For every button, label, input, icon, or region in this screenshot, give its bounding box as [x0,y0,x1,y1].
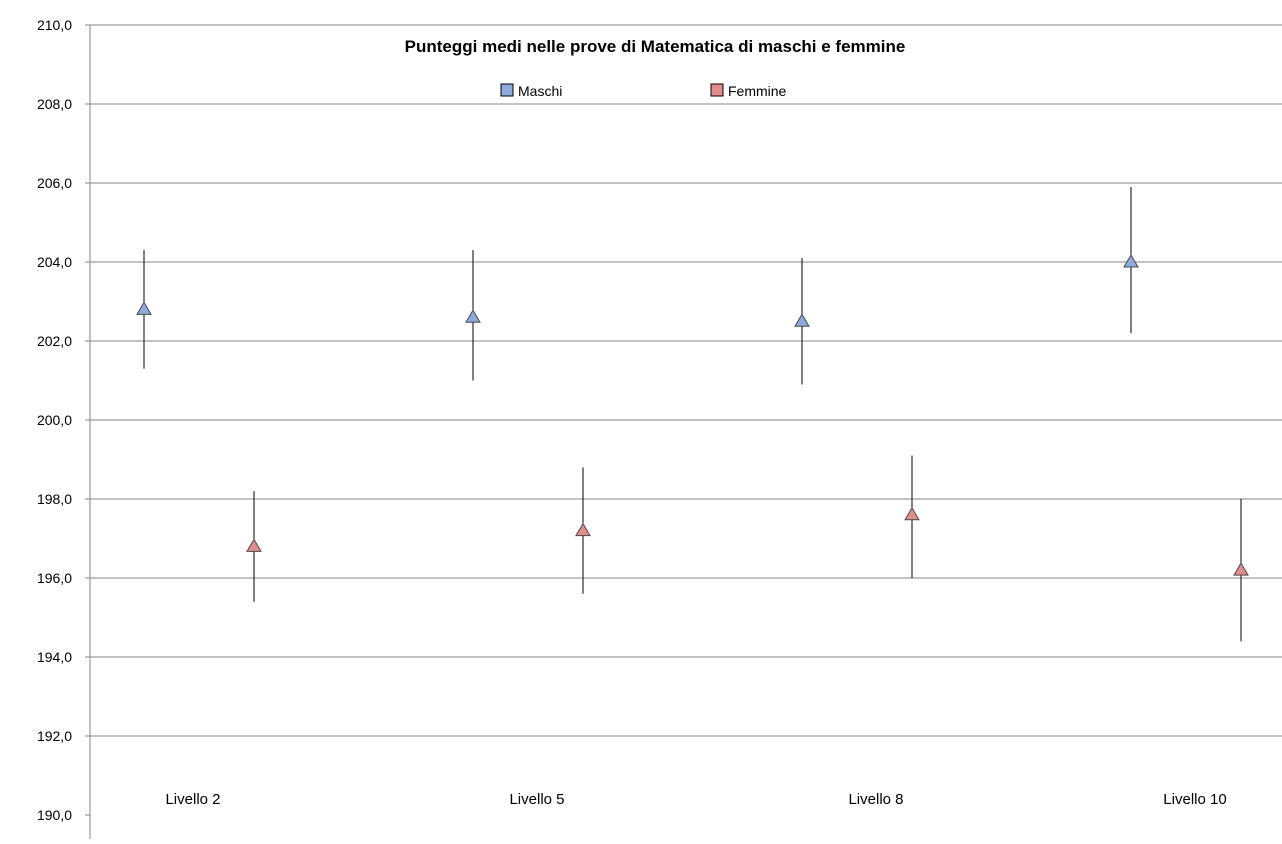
y-tick-label: 210,0 [37,17,72,33]
category-label: Livello 10 [1163,791,1226,808]
legend-swatch [500,83,514,97]
y-tick-label: 200,0 [37,412,72,428]
y-tick-label: 204,0 [37,254,72,270]
data-points [136,254,1249,576]
category-label: Livello 5 [509,791,564,808]
y-tick-label: 202,0 [37,333,72,349]
gridlines [90,24,1282,737]
category-label: Livello 8 [848,791,903,808]
error-bars [143,186,1242,642]
legend-swatch [710,83,724,97]
data-point [575,522,591,537]
y-tick-label: 192,0 [37,728,72,744]
data-point [1233,562,1249,576]
data-point [1123,254,1139,268]
chart-title: Punteggi medi nelle prove di Matematica … [405,37,906,56]
y-tick-label: 194,0 [37,649,72,665]
y-tick-label: 198,0 [37,491,72,507]
category-labels: Livello 2 Livello 5 Livello 8 Livello 10 [165,791,1226,808]
data-point [246,538,262,552]
y-axis-ticks: 190,0 192,0 194,0 196,0 198,0 200,0 202,0 204,0… [37,17,90,823]
category-label: Livello 2 [165,791,220,808]
legend: Maschi Femmine [500,83,787,99]
y-tick-label: 190,0 [37,807,72,823]
y-tick-label: 196,0 [37,570,72,586]
legend-label: Femmine [728,83,787,99]
data-point [465,309,481,323]
legend-label: Maschi [518,83,562,99]
y-tick-label: 206,0 [37,175,72,191]
data-point [904,506,920,521]
data-point [794,313,810,327]
data-point [136,301,152,315]
y-tick-label: 208,0 [37,96,72,112]
